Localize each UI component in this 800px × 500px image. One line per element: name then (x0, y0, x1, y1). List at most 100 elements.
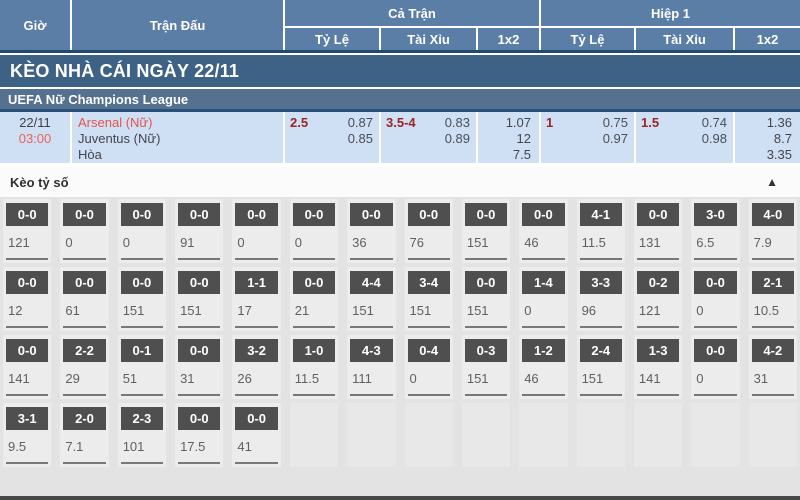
score-cell[interactable]: 3-1 9.5 (3, 403, 52, 467)
score-cell[interactable]: 3-2 26 (232, 335, 281, 399)
half-under-odds[interactable]: 0.98 (701, 131, 727, 146)
score-label[interactable]: 0-0 (178, 203, 221, 226)
score-cell[interactable]: 0-0 12 (3, 267, 52, 331)
score-cell[interactable]: 4-4 151 (347, 267, 396, 331)
score-label[interactable]: 1-2 (522, 339, 565, 362)
score-cell[interactable]: 0-0 151 (461, 199, 511, 263)
score-label[interactable]: 1-4 (522, 271, 565, 294)
score-cell[interactable]: 0-0 151 (117, 267, 167, 331)
score-cell[interactable]: 0-0 151 (461, 267, 511, 331)
score-label[interactable]: 2-2 (63, 339, 106, 362)
score-cell[interactable]: 0-0 46 (519, 199, 568, 263)
half-1x2-cell[interactable]: 1.36 8.7 3.35 (735, 112, 800, 163)
collapse-arrow-icon[interactable]: ▲ (766, 175, 778, 189)
score-cell[interactable]: 4-0 7.9 (748, 199, 797, 263)
score-label[interactable]: 2-4 (579, 339, 622, 362)
score-label[interactable]: 0-0 (464, 203, 508, 226)
score-cell[interactable]: 0-0 0 (117, 199, 167, 263)
full-1x2-draw[interactable]: 12 (516, 131, 531, 146)
score-cell[interactable]: 0-0 21 (289, 267, 339, 331)
score-cell[interactable]: 1-0 11.5 (289, 335, 339, 399)
score-cell[interactable]: 4-2 31 (748, 335, 797, 399)
score-cell[interactable]: 0-0 76 (404, 199, 453, 263)
score-label[interactable]: 0-2 (636, 271, 680, 294)
score-label[interactable]: 3-0 (694, 203, 737, 226)
score-cell[interactable]: 2-4 151 (576, 335, 625, 399)
score-label[interactable]: 4-0 (751, 203, 794, 226)
score-cell[interactable]: 0-3 151 (461, 335, 511, 399)
home-team[interactable]: Arsenal (Nữ) (78, 115, 153, 130)
score-label[interactable]: 4-2 (751, 339, 794, 362)
score-cell[interactable]: 0-0 0 (232, 199, 281, 263)
score-cell[interactable]: 0-0 141 (3, 335, 52, 399)
score-label[interactable]: 0-0 (292, 271, 336, 294)
full-handicap-away-odds[interactable]: 0.85 (347, 131, 373, 146)
score-label[interactable]: 2-0 (63, 407, 106, 430)
score-label[interactable]: 0-0 (178, 339, 221, 362)
score-label[interactable]: 0-0 (178, 407, 221, 430)
half-1x2-draw[interactable]: 8.7 (773, 131, 792, 146)
score-cell[interactable]: 0-4 0 (404, 335, 453, 399)
full-1x2-away[interactable]: 7.5 (512, 147, 531, 162)
score-cell[interactable]: 0-0 151 (175, 267, 224, 331)
full-1x2-home[interactable]: 1.07 (505, 115, 531, 130)
score-label[interactable]: 3-1 (6, 407, 49, 430)
half-1x2-away[interactable]: 3.35 (766, 147, 792, 162)
score-label[interactable]: 0-0 (407, 203, 450, 226)
half-over-odds[interactable]: 0.74 (701, 115, 727, 130)
score-label[interactable]: 0-1 (120, 339, 164, 362)
score-label[interactable]: 0-0 (464, 271, 508, 294)
match-teams-cell[interactable]: Arsenal (Nữ) Juventus (Nữ) Hòa (72, 112, 283, 163)
score-label[interactable]: 1-1 (235, 271, 278, 294)
score-cell[interactable]: 2-2 29 (60, 335, 109, 399)
full-1x2-cell[interactable]: 1.07 12 7.5 (478, 112, 539, 163)
score-cell[interactable]: 0-0 121 (3, 199, 52, 263)
score-cell[interactable]: 1-2 46 (519, 335, 568, 399)
score-label[interactable]: 0-0 (178, 271, 221, 294)
full-under-odds[interactable]: 0.89 (444, 131, 470, 146)
score-cell[interactable]: 3-0 6.5 (691, 199, 740, 263)
score-cell[interactable]: 2-0 7.1 (60, 403, 109, 467)
score-label[interactable]: 0-0 (235, 203, 278, 226)
score-cell[interactable]: 0-0 0 (289, 199, 339, 263)
score-cell[interactable]: 0-1 51 (117, 335, 167, 399)
score-cell[interactable]: 4-3 111 (347, 335, 396, 399)
score-cell[interactable]: 4-1 11.5 (576, 199, 625, 263)
score-cell[interactable]: 0-2 121 (633, 267, 683, 331)
score-cell[interactable]: 1-1 17 (232, 267, 281, 331)
score-label[interactable]: 0-0 (694, 339, 737, 362)
score-label[interactable]: 0-0 (120, 203, 164, 226)
score-label[interactable]: 1-0 (292, 339, 336, 362)
score-cell[interactable]: 1-4 0 (519, 267, 568, 331)
score-label[interactable]: 0-0 (636, 203, 680, 226)
score-cell[interactable]: 0-0 31 (175, 335, 224, 399)
score-label[interactable]: 0-0 (522, 203, 565, 226)
half-handicap-away-odds[interactable]: 0.97 (602, 131, 628, 146)
score-cell[interactable]: 2-1 10.5 (748, 267, 797, 331)
score-label[interactable]: 0-0 (63, 203, 106, 226)
half-handicap-home-odds[interactable]: 0.75 (602, 115, 628, 130)
score-cell[interactable]: 0-0 91 (175, 199, 224, 263)
half-handicap-cell[interactable]: 1 0.75 0.97 (541, 112, 634, 163)
score-label[interactable]: 3-2 (235, 339, 278, 362)
score-label[interactable]: 0-0 (6, 339, 49, 362)
score-cell[interactable]: 0-0 17.5 (175, 403, 224, 467)
away-team[interactable]: Juventus (Nữ) (78, 131, 161, 146)
half-1x2-home[interactable]: 1.36 (766, 115, 792, 130)
score-label[interactable]: 0-0 (6, 203, 49, 226)
score-label[interactable]: 4-1 (579, 203, 622, 226)
score-label[interactable]: 0-0 (350, 203, 393, 226)
score-cell[interactable]: 0-0 0 (691, 335, 740, 399)
score-label[interactable]: 3-4 (407, 271, 450, 294)
score-label[interactable]: 0-0 (235, 407, 278, 430)
score-cell[interactable]: 3-3 96 (576, 267, 625, 331)
score-label[interactable]: 0-0 (120, 271, 164, 294)
score-label[interactable]: 0-0 (63, 271, 106, 294)
score-label[interactable]: 3-3 (579, 271, 622, 294)
score-label[interactable]: 2-1 (751, 271, 794, 294)
full-overunder-cell[interactable]: 3.5-4 0.83 0.89 (381, 112, 476, 163)
score-cell[interactable]: 0-0 131 (633, 199, 683, 263)
full-handicap-cell[interactable]: 2.5 0.87 0.85 (285, 112, 379, 163)
score-cell[interactable]: 1-3 141 (633, 335, 683, 399)
score-cell[interactable]: 0-0 0 (691, 267, 740, 331)
